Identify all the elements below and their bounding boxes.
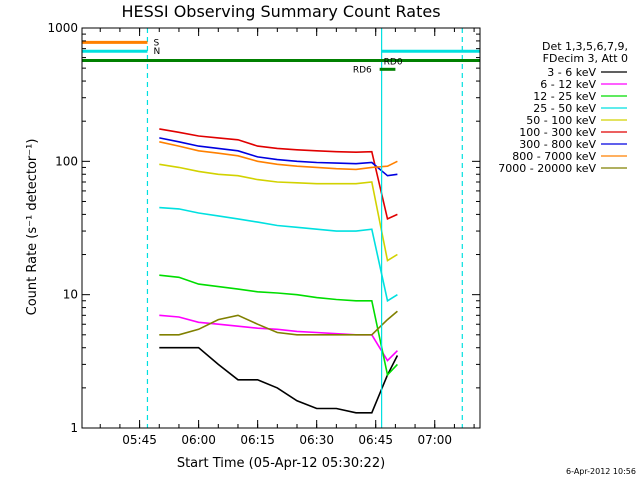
flag-label-rd6: RD6 xyxy=(353,66,372,76)
x-tick-label-06-00: 06:00 xyxy=(181,433,216,447)
series-line-3-6-kev xyxy=(159,346,399,414)
legend-label-25-50-kev: 25 - 50 keV xyxy=(533,102,596,115)
axis-layer: 1 10 100 1000 05:45 06:00 06:15 06:30 06:45 07:00 xyxy=(47,21,481,447)
flag-label-rd0: RD0 xyxy=(384,57,403,67)
series-layer xyxy=(159,128,399,414)
legend-label-12-25-kev: 12 - 25 keV xyxy=(533,90,596,103)
y-tick-label-10: 10 xyxy=(63,288,78,302)
flag-label-s: S xyxy=(153,38,159,48)
legend-label-50-100-kev: 50 - 100 keV xyxy=(526,114,596,127)
legend-label-800-7000-kev: 800 - 7000 keV xyxy=(512,150,596,163)
legend: Det 1,3,5,6,7,9,FDecim 3, Att 03 - 6 keV… xyxy=(498,40,628,175)
x-axis-label: Start Time (05-Apr-12 05:30:22) xyxy=(177,456,385,471)
plot-frame xyxy=(81,27,481,429)
series-line-12-25-kev xyxy=(159,274,398,377)
legend-label-300-800-kev: 300 - 800 keV xyxy=(519,138,596,151)
series-line-50-100-kev xyxy=(159,163,398,262)
series-line-25-50-kev xyxy=(159,206,398,303)
series-line-300-800-kev xyxy=(159,137,398,177)
x-tick-label-06-45: 06:45 xyxy=(358,433,393,447)
legend-label-3-6-kev: 3 - 6 keV xyxy=(547,66,596,79)
x-tick-label-06-30: 06:30 xyxy=(299,433,334,447)
series-line-100-300-kev xyxy=(159,128,398,221)
y-tick-label-1000: 1000 xyxy=(47,21,78,35)
chart-title: HESSI Observing Summary Count Rates xyxy=(121,2,440,21)
legend-header-line-1: Det 1,3,5,6,7,9, xyxy=(542,40,628,53)
y-axis-label: Count Rate (s⁻¹ detector⁻¹) xyxy=(25,139,40,316)
flag-label-n: N xyxy=(153,47,160,57)
legend-label-100-300-kev: 100 - 300 keV xyxy=(519,126,596,139)
series-line-7000-20000-kev xyxy=(159,310,398,336)
y-tick-label-100: 100 xyxy=(55,154,78,168)
x-tick-label-05-45: 05:45 xyxy=(122,433,157,447)
legend-label-7000-20000-kev: 7000 - 20000 keV xyxy=(498,162,596,175)
series-line-800-7000-kev xyxy=(159,141,398,171)
x-tick-label-06-15: 06:15 xyxy=(240,433,275,447)
y-tick-label-1: 1 xyxy=(70,421,78,435)
footer-timestamp: 6-Apr-2012 10:56 xyxy=(566,467,636,476)
legend-label-6-12-kev: 6 - 12 keV xyxy=(540,78,596,91)
x-tick-label-07-00: 07:00 xyxy=(417,433,452,447)
legend-header-line-2: FDecim 3, Att 0 xyxy=(543,52,628,65)
flag-layer: SN RD6 RD0 xyxy=(82,28,480,428)
